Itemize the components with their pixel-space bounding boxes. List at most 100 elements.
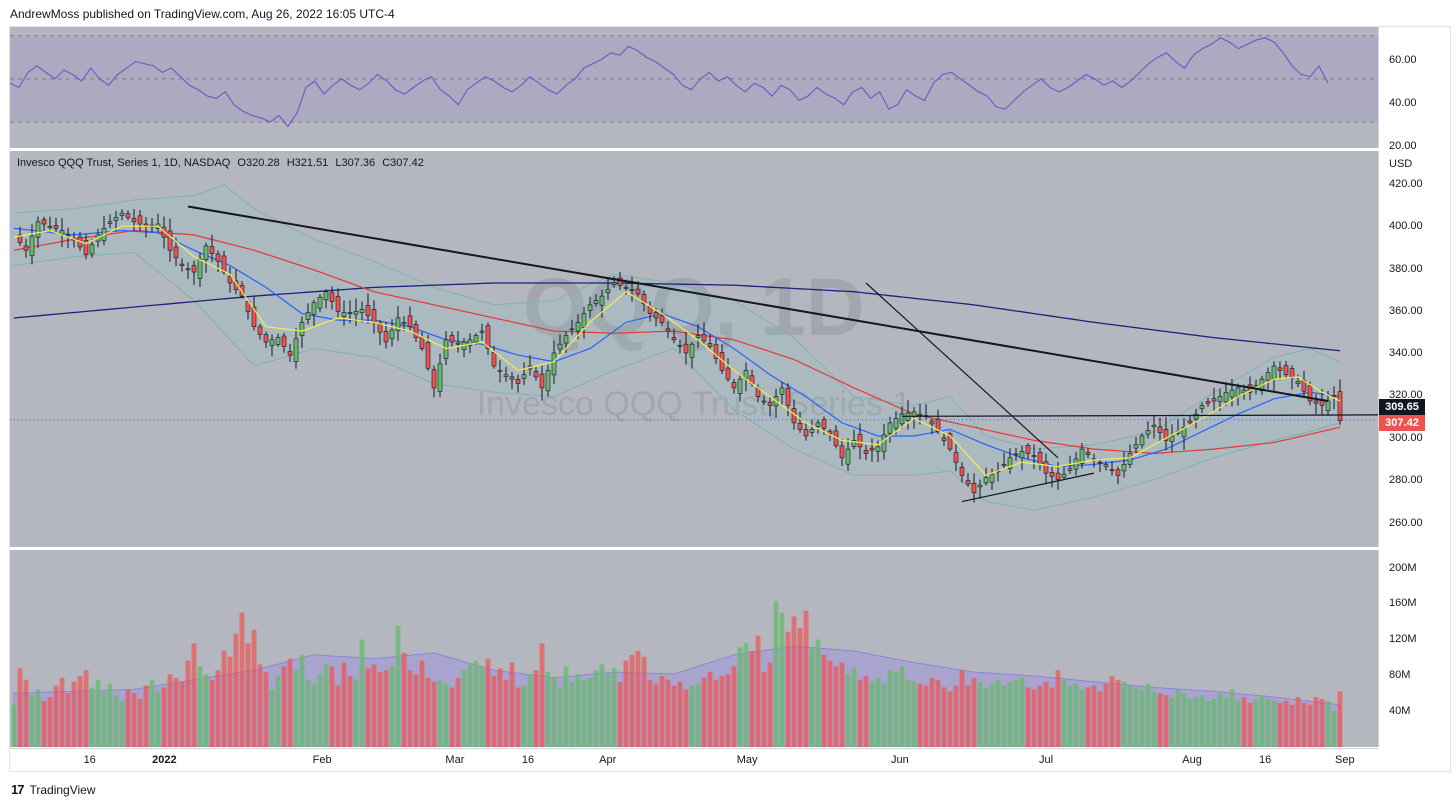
volume-bar-down [257, 664, 263, 747]
volume-bar-up [305, 679, 311, 747]
candle-down [209, 246, 215, 254]
candle-up [473, 335, 479, 343]
trendline [901, 414, 1378, 417]
volume-bar-down [725, 674, 731, 747]
volume-bar-down [755, 635, 761, 747]
volume-tick: 160M [1389, 597, 1417, 609]
volume-bar-up [293, 670, 299, 747]
volume-bar-up [29, 695, 35, 747]
volume-bar-up [479, 666, 485, 747]
volume-bar-up [845, 674, 851, 747]
candle-down [1337, 391, 1343, 421]
time-axis[interactable]: 16 2022 Feb Mar 16 Apr May Jun Jul Aug 16 Sep [10, 748, 1378, 771]
rsi-pane[interactable] [10, 27, 1378, 148]
candle-down [971, 482, 977, 494]
volume-bar-down [23, 679, 29, 747]
volume-bar-up [395, 626, 401, 747]
price-axis[interactable]: USD 420.00 400.00 380.00 360.00 340.00 3… [1378, 151, 1449, 547]
candle-down [539, 373, 545, 389]
candle-up [1121, 464, 1127, 472]
candle-up [521, 374, 527, 379]
time-tick-label: Apr [599, 754, 617, 766]
candle-up [1229, 389, 1235, 398]
volume-bar-down [659, 675, 665, 747]
candle-down [173, 246, 179, 259]
candle-up [1001, 464, 1007, 466]
candle-up [587, 304, 593, 311]
candle-down [377, 322, 383, 333]
volume-bar-down [833, 666, 839, 747]
volume-tick: 80M [1389, 669, 1411, 681]
volume-bar-down [797, 627, 803, 747]
volume-bar-up [977, 681, 983, 747]
volume-bar-down [503, 679, 509, 747]
candle-up [1193, 413, 1199, 420]
volume-bar-down [1307, 704, 1313, 747]
candle-up [1133, 444, 1139, 449]
volume-axis[interactable]: 200M 160M 120M 80M 40M [1378, 550, 1449, 747]
volume-bar-up [323, 664, 329, 747]
candle-up [989, 473, 995, 483]
volume-bar-up [521, 685, 527, 747]
volume-bar-down [377, 672, 383, 747]
candle-up [437, 363, 443, 392]
candle-down [1313, 400, 1319, 404]
volume-bar-up [11, 704, 17, 747]
volume-bar-down [251, 629, 257, 747]
candle-up [1223, 391, 1229, 403]
volume-bar-up [1253, 699, 1259, 747]
legend-close: 307.42 [390, 157, 424, 169]
rsi-axis[interactable]: 60.00 40.00 20.00 [1378, 27, 1449, 152]
volume-bar-up [875, 677, 881, 747]
volume-pane[interactable] [10, 550, 1378, 747]
volume-bar-down [41, 700, 47, 747]
candle-up [269, 339, 275, 346]
candle-up [47, 225, 53, 228]
volume-bar-down [485, 658, 491, 747]
trendline [187, 205, 1329, 402]
volume-bar-up [155, 691, 161, 747]
volume-bar-down [713, 679, 719, 747]
candle-down [137, 215, 143, 225]
candle-down [965, 480, 971, 485]
volume-tick: 40M [1389, 705, 1411, 717]
candle-down [215, 253, 221, 262]
candle-up [203, 245, 209, 261]
candle-down [827, 430, 833, 435]
candle-down [725, 367, 731, 380]
volume-bar-up [269, 689, 275, 747]
volume-bar-down [281, 666, 287, 747]
price-tick: 360.00 [1389, 305, 1423, 317]
volume-bar-down [407, 670, 413, 747]
volume-bar-up [893, 672, 899, 747]
candle-down [125, 213, 131, 218]
volume-bar-up [899, 666, 905, 747]
legend-open: 320.28 [245, 157, 280, 169]
candle-down [767, 401, 773, 406]
volume-bar-down [365, 668, 371, 747]
candle-down [515, 378, 521, 384]
volume-bar-down [173, 677, 179, 747]
legend-low-label: L [335, 157, 342, 169]
volume-bar-down [1157, 693, 1163, 747]
currency-label: USD [1389, 158, 1413, 170]
volume-bar-down [515, 687, 521, 747]
legend-symbol: Invesco QQQ Trust, Series 1, 1D, NASDAQ [17, 157, 231, 169]
volume-bar-up [1145, 683, 1151, 747]
price-pane[interactable]: QQQ, 1D Invesco QQQ Trust, Series 1 Inve… [10, 151, 1378, 547]
candle-down [857, 433, 863, 448]
rsi-tick: 20.00 [1389, 140, 1417, 152]
candle-up [887, 422, 893, 435]
candle-up [389, 329, 395, 340]
volume-bar-down [161, 687, 167, 747]
volume-bar-up [905, 679, 911, 747]
volume-bar-down [665, 679, 671, 747]
volume-bar-up [461, 670, 467, 747]
candle-down [23, 245, 29, 251]
volume-bar-down [1097, 691, 1103, 747]
candle-down [17, 234, 23, 243]
price-tick: 420.00 [1389, 178, 1423, 190]
volume-bar-up [203, 674, 209, 747]
volume-bar-down [767, 662, 773, 747]
candle-down [221, 255, 227, 273]
